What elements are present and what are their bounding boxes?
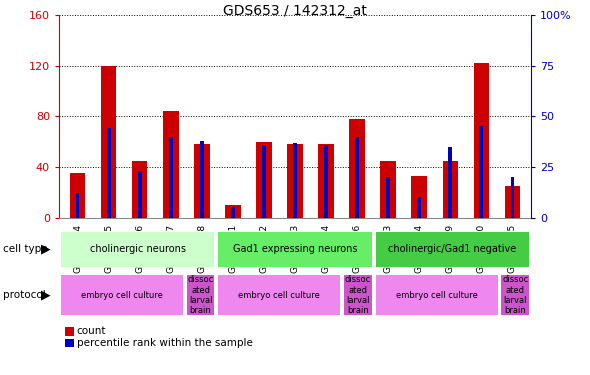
Text: dissoc
ated
larval
brain: dissoc ated larval brain: [188, 275, 214, 315]
Bar: [344, 276, 372, 315]
Bar: [70, 173, 86, 217]
Bar: [448, 147, 452, 218]
Bar: [61, 232, 214, 267]
Bar: [502, 276, 529, 315]
Bar: [355, 136, 359, 218]
Text: embryo cell culture: embryo cell culture: [396, 291, 477, 300]
Text: cholinergic neurons: cholinergic neurons: [90, 244, 186, 254]
Bar: [293, 142, 297, 218]
Bar: [480, 126, 483, 218]
Bar: [225, 205, 241, 218]
Bar: [417, 197, 421, 217]
Bar: [61, 276, 183, 315]
Bar: [349, 119, 365, 218]
Text: embryo cell culture: embryo cell culture: [238, 291, 320, 300]
Text: dissoc
ated
larval
brain: dissoc ated larval brain: [345, 275, 371, 315]
Bar: [76, 193, 80, 217]
Bar: [287, 144, 303, 218]
Bar: [107, 128, 110, 217]
Bar: [474, 63, 489, 217]
Text: dissoc
ated
larval
brain: dissoc ated larval brain: [502, 275, 529, 315]
Bar: [231, 207, 235, 218]
Text: count: count: [77, 327, 106, 336]
Bar: [163, 111, 179, 218]
Text: cholinergic/Gad1 negative: cholinergic/Gad1 negative: [388, 244, 516, 254]
Bar: [218, 276, 340, 315]
Text: cell type: cell type: [3, 244, 48, 254]
Text: Gad1 expressing neurons: Gad1 expressing neurons: [232, 244, 358, 254]
Bar: [324, 145, 328, 218]
Bar: [218, 232, 372, 267]
Bar: [318, 144, 334, 218]
Bar: [200, 141, 204, 218]
Text: GDS653 / 142312_at: GDS653 / 142312_at: [223, 4, 367, 18]
Bar: [187, 276, 214, 315]
Bar: [194, 144, 209, 218]
Text: ▶: ▶: [41, 243, 51, 256]
Bar: [256, 142, 272, 218]
Bar: [262, 145, 266, 218]
Bar: [386, 177, 390, 218]
Bar: [169, 136, 173, 218]
Bar: [504, 186, 520, 218]
Bar: [132, 160, 148, 218]
Bar: [376, 276, 497, 315]
Text: embryo cell culture: embryo cell culture: [81, 291, 163, 300]
Text: protocol: protocol: [3, 290, 45, 300]
Text: percentile rank within the sample: percentile rank within the sample: [77, 338, 253, 348]
Bar: [411, 176, 427, 218]
Bar: [442, 160, 458, 218]
Bar: [138, 171, 142, 217]
Text: ▶: ▶: [41, 289, 51, 302]
Bar: [381, 160, 396, 218]
Bar: [510, 177, 514, 218]
Bar: [101, 66, 116, 218]
Bar: [376, 232, 529, 267]
